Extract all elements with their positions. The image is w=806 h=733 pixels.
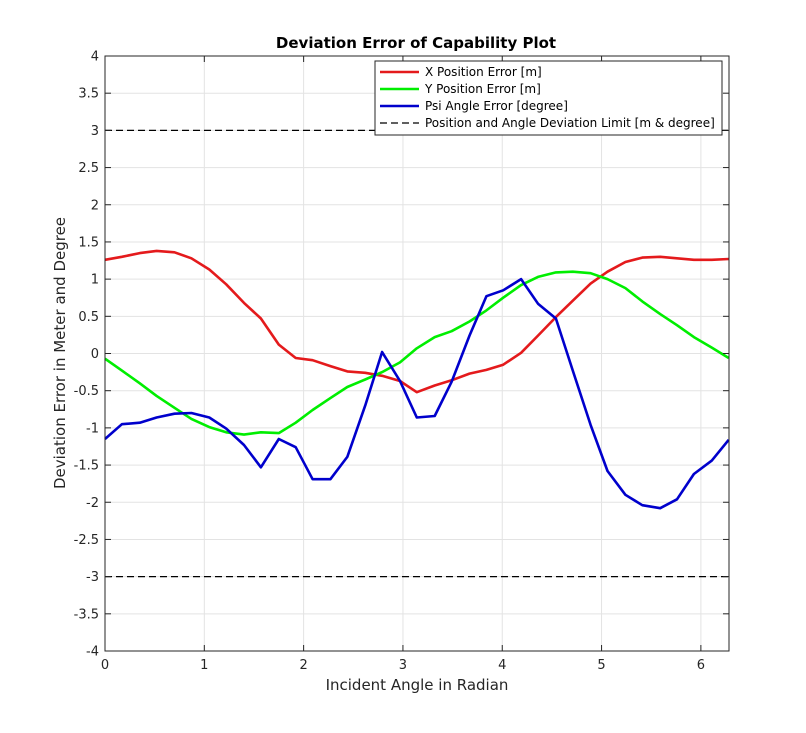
- tick-group: 0 1 2 3 4 5 6 -4 -3.5 -3 -2.5 -2 -1.5 -1 -0.5 0 0.5 1 1.5 2…: [74, 50, 729, 673]
- legend-box: [374, 60, 723, 136]
- x-axis-label: Incident Angle in Radian: [326, 676, 509, 694]
- y-tick-label: -1: [86, 421, 99, 436]
- series-line-0: [104, 249, 729, 394]
- y-tick-label: 1.5: [78, 235, 99, 250]
- y-axis-label: Deviation Error in Meter and Degree: [51, 217, 69, 489]
- x-tick-label: 3: [399, 658, 407, 673]
- legend-label: Position and Angle Deviation Limit [m & …: [425, 116, 715, 130]
- y-tick-label: -0.5: [74, 384, 99, 399]
- y-tick-label: -2: [86, 496, 99, 511]
- y-tick-label: -4: [86, 645, 99, 660]
- legend-label: X Position Error [m]: [425, 65, 542, 79]
- y-tick-label: 2.5: [78, 161, 99, 176]
- y-tick-label: 4: [91, 50, 99, 65]
- y-tick-label: 3: [91, 124, 99, 139]
- x-tick-label: 0: [101, 658, 109, 673]
- legend-label: Y Position Error [m]: [424, 82, 541, 96]
- x-tick-label: 2: [299, 658, 307, 673]
- x-tick-label: 4: [498, 658, 506, 673]
- y-tick-label: 3.5: [78, 87, 99, 102]
- legend: X Position Error [m] Y Position Error [m]…: [374, 60, 723, 136]
- y-tick-label: -3.5: [74, 607, 99, 622]
- y-tick-label: 1: [91, 273, 99, 288]
- x-tick-label: 6: [697, 658, 705, 673]
- y-tick-label: 2: [91, 198, 99, 213]
- y-tick-label: -1.5: [74, 459, 99, 474]
- x-tick-label: 5: [597, 658, 605, 673]
- y-tick-label: -3: [86, 570, 99, 585]
- legend-label: Psi Angle Error [degree]: [425, 99, 568, 113]
- x-tick-label: 1: [200, 658, 208, 673]
- y-tick-label: 0: [91, 347, 99, 362]
- chart-title: Deviation Error of Capability Plot: [276, 34, 556, 52]
- y-tick-label: 0.5: [78, 310, 99, 325]
- y-tick-label: -2.5: [74, 533, 99, 548]
- series-line-1: [104, 270, 730, 436]
- series-line-2: [104, 277, 730, 510]
